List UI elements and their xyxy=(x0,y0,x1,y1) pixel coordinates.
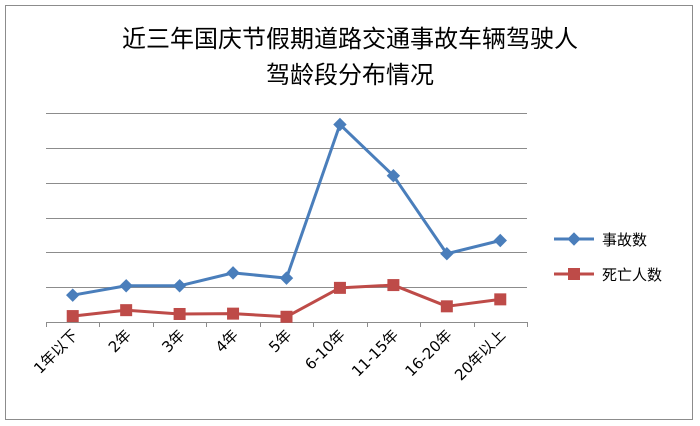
x-tick-label: 3年 xyxy=(158,326,188,356)
data-point xyxy=(333,281,346,294)
x-tick-label: 4年 xyxy=(212,326,242,356)
chart-title-line-1: 近三年国庆节假期道路交通事故车辆驾驶人 xyxy=(122,25,578,53)
legend-item-deaths: 死亡人数 xyxy=(552,261,692,287)
series-1 xyxy=(66,279,507,323)
x-tick-label: 1年以下 xyxy=(30,326,81,377)
x-axis-ticks xyxy=(46,322,528,327)
data-point xyxy=(494,293,507,306)
data-point xyxy=(386,168,401,183)
chart-frame xyxy=(5,5,693,420)
data-point xyxy=(173,307,186,320)
data-point xyxy=(280,310,293,323)
data-point xyxy=(333,117,347,132)
data-point xyxy=(440,247,454,261)
data-point xyxy=(172,279,187,293)
series-line xyxy=(71,122,502,297)
data-point xyxy=(226,266,240,280)
data-point xyxy=(120,304,133,317)
x-tick-label: 2年 xyxy=(105,326,135,356)
chart-title-line-2: 驾龄段分布情况 xyxy=(266,61,434,89)
gridlines xyxy=(46,113,527,323)
x-tick-label: 20年以上 xyxy=(451,326,509,384)
legend-marker xyxy=(568,268,580,280)
series-0 xyxy=(66,117,507,302)
data-point xyxy=(227,307,240,320)
legend-label-accidents: 事故数 xyxy=(602,230,648,249)
legend-marker xyxy=(567,232,581,246)
x-tick-label: 5年 xyxy=(265,326,295,356)
legend-swatch-graphic xyxy=(554,268,594,280)
data-point xyxy=(66,310,79,323)
legend-swatch-graphic xyxy=(554,232,594,246)
data-point xyxy=(493,233,507,248)
data-point xyxy=(387,279,400,292)
x-tick-label: 11-15年 xyxy=(348,326,402,380)
x-tick-label: 16-20年 xyxy=(402,326,456,380)
legend-swatch-accidents xyxy=(552,229,598,249)
legend-label-deaths: 死亡人数 xyxy=(602,265,663,284)
data-point xyxy=(119,279,133,293)
x-tick-label: 6-10年 xyxy=(301,326,348,373)
data-point xyxy=(440,300,453,313)
data-point xyxy=(279,271,294,285)
legend-item-accidents: 事故数 xyxy=(552,226,692,252)
legend-swatch-deaths xyxy=(552,264,598,284)
data-point xyxy=(66,288,80,302)
